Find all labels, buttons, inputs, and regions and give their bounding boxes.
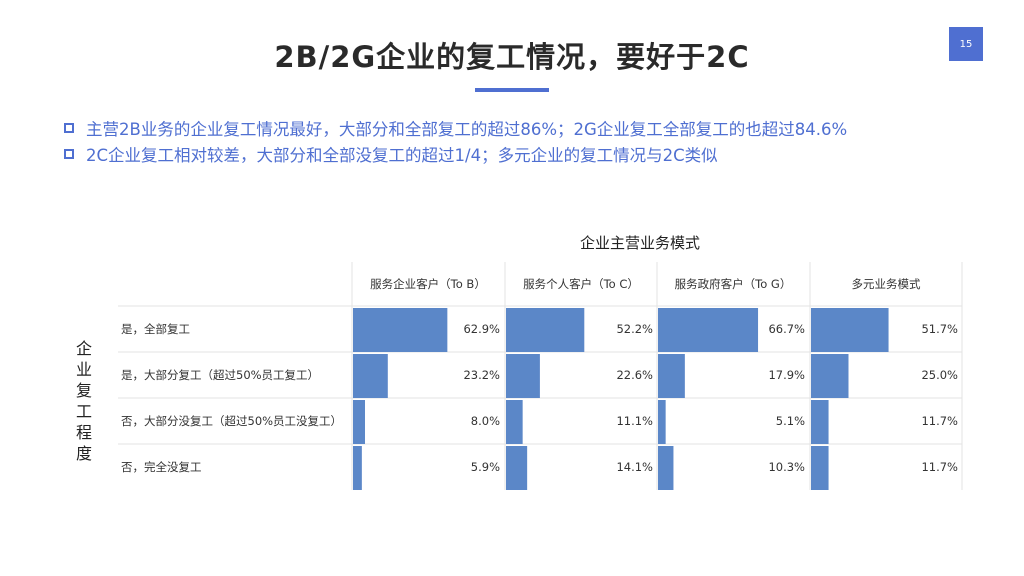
column-header: 服务个人客户（To C）	[523, 277, 639, 291]
data-label: 66.7%	[768, 322, 805, 336]
bar	[811, 354, 849, 398]
row-label: 是，全部复工	[121, 322, 190, 336]
data-label: 25.0%	[921, 368, 958, 382]
bullet-item: 2C企业复工相对较差，大部分和全部没复工的超过1/4；多元企业的复工情况与2C类…	[64, 141, 847, 167]
chart-title: 企业主营业务模式	[579, 234, 700, 252]
page-number: 15	[949, 27, 983, 61]
bar	[506, 400, 523, 444]
data-label: 5.9%	[471, 460, 500, 474]
bullet-text: 主营2B业务的企业复工情况最好，大部分和全部复工的超过86%；2G企业复工全部复…	[86, 120, 848, 139]
bar	[506, 354, 540, 398]
data-label: 52.2%	[616, 322, 653, 336]
page-title: 2B/2G企业的复工情况，要好于2C	[274, 40, 750, 74]
y-axis-title: 企业复工程度	[75, 339, 92, 463]
bar	[353, 446, 362, 490]
bullet-item: 主营2B业务的企业复工情况最好，大部分和全部复工的超过86%；2G企业复工全部复…	[64, 115, 847, 141]
column-header: 多元业务模式	[852, 277, 921, 291]
bullet-list: 主营2B业务的企业复工情况最好，大部分和全部复工的超过86%；2G企业复工全部复…	[64, 115, 847, 167]
bullet-text: 2C企业复工相对较差，大部分和全部没复工的超过1/4；多元企业的复工情况与2C类…	[86, 146, 718, 165]
data-label: 23.2%	[463, 368, 500, 382]
bar	[658, 354, 685, 398]
row-label: 否，完全没复工	[121, 460, 202, 474]
data-label: 14.1%	[616, 460, 653, 474]
bar	[811, 400, 829, 444]
bar	[811, 308, 889, 352]
bar	[506, 308, 585, 352]
bar	[811, 446, 829, 490]
bar	[353, 354, 388, 398]
data-label: 11.7%	[921, 414, 958, 428]
data-label: 17.9%	[768, 368, 805, 382]
column-header: 服务政府客户（To G）	[675, 277, 792, 291]
data-label: 8.0%	[471, 414, 500, 428]
column-header: 服务企业客户（To B）	[370, 277, 486, 291]
bar	[506, 446, 528, 490]
bar	[353, 400, 365, 444]
bar	[658, 446, 674, 490]
bar	[658, 308, 759, 352]
data-label: 62.9%	[463, 322, 500, 336]
bar	[658, 400, 666, 444]
data-label: 51.7%	[921, 322, 958, 336]
bullet-square-icon	[64, 123, 74, 133]
data-label: 5.1%	[776, 414, 805, 428]
data-label: 11.1%	[616, 414, 653, 428]
row-label: 是，大部分复工（超过50%员工复工）	[121, 368, 319, 382]
data-label: 11.7%	[921, 460, 958, 474]
title-underline	[475, 88, 549, 92]
data-label: 10.3%	[768, 460, 805, 474]
bullet-square-icon	[64, 149, 74, 159]
data-label: 22.6%	[616, 368, 653, 382]
row-label: 否，大部分没复工（超过50%员工没复工）	[121, 414, 342, 428]
bar	[353, 308, 448, 352]
